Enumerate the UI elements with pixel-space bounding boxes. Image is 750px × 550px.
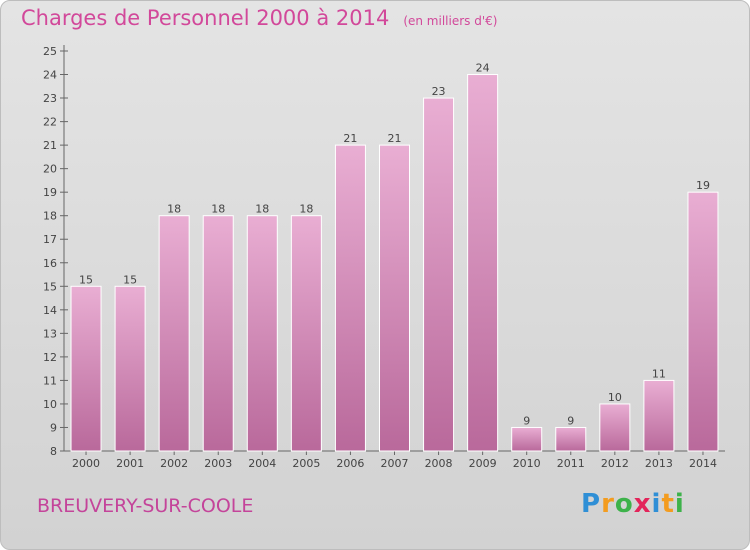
bar xyxy=(643,379,675,452)
logo-letter: t xyxy=(661,489,675,519)
bar xyxy=(511,426,543,452)
x-tick-label: 2011 xyxy=(557,457,585,470)
y-tick-label: 17 xyxy=(43,233,57,246)
y-tick-label: 18 xyxy=(43,210,57,223)
bar xyxy=(423,97,455,452)
bar xyxy=(114,285,146,452)
y-tick-label: 22 xyxy=(43,116,57,129)
logo-letter: o xyxy=(614,489,634,519)
data-label: 18 xyxy=(255,203,269,216)
x-tick-label: 2013 xyxy=(645,457,673,470)
y-tick-label: 23 xyxy=(43,92,57,105)
bar xyxy=(379,144,410,452)
data-labels: 15 15 18 18 18 18 21 21 23 24 9 9 10 11 19 xyxy=(79,62,710,428)
x-tick-label: 2004 xyxy=(248,457,276,470)
data-label: 23 xyxy=(432,85,446,98)
y-tick-label: 9 xyxy=(50,421,57,434)
x-tick-label: 2010 xyxy=(513,457,541,470)
bar xyxy=(555,426,587,452)
data-label: 9 xyxy=(567,414,574,427)
y-tick-label: 19 xyxy=(43,186,57,199)
bar xyxy=(334,144,366,452)
bar xyxy=(202,215,234,452)
chart-title: Charges de Personnel 2000 à 2014 (en mill… xyxy=(21,6,497,30)
logo-letter: i xyxy=(674,489,685,519)
y-tick-label: 16 xyxy=(43,257,57,270)
y-tick-label: 15 xyxy=(43,280,57,293)
y-tick-label: 14 xyxy=(43,304,57,317)
x-tick-label: 2001 xyxy=(116,457,144,470)
x-tick-label: 2014 xyxy=(689,457,717,470)
proxiti-logo: Proxiti xyxy=(581,489,685,519)
logo-letter: i xyxy=(651,489,662,519)
title-text: Charges de Personnel 2000 à 2014 xyxy=(21,6,390,30)
y-tick-label: 13 xyxy=(43,327,57,340)
data-label: 15 xyxy=(123,273,137,286)
data-label: 18 xyxy=(167,203,181,216)
bars xyxy=(70,74,719,452)
data-label: 10 xyxy=(608,391,622,404)
x-tick-label: 2007 xyxy=(381,457,409,470)
y-tick-label: 12 xyxy=(43,351,57,364)
data-label: 18 xyxy=(299,203,313,216)
bar xyxy=(246,215,278,452)
data-label: 15 xyxy=(79,273,93,286)
data-label: 24 xyxy=(476,62,490,75)
bar xyxy=(599,403,631,452)
x-tick-label: 2003 xyxy=(204,457,232,470)
logo-letter: x xyxy=(633,489,652,519)
data-label: 18 xyxy=(211,203,225,216)
axes: 8 9 10 11 12 13 14 15 16 17 18 19 20 21 22 23 24 25 2000 20… xyxy=(43,45,725,470)
data-label: 11 xyxy=(652,367,666,380)
logo-letter: P xyxy=(581,489,602,519)
bar xyxy=(158,215,190,452)
data-label: 21 xyxy=(388,132,402,145)
y-tick-label: 11 xyxy=(43,374,57,387)
x-tick-label: 2012 xyxy=(601,457,629,470)
bar xyxy=(290,215,322,452)
data-label: 9 xyxy=(523,414,530,427)
data-label: 21 xyxy=(343,132,357,145)
bar xyxy=(70,285,102,452)
y-tick-label: 20 xyxy=(43,163,57,176)
bar xyxy=(687,191,719,452)
x-tick-label: 2000 xyxy=(72,457,100,470)
bar xyxy=(467,74,499,452)
x-tick-label: 2008 xyxy=(425,457,453,470)
location-name: BREUVERY-SUR-COOLE xyxy=(37,495,254,517)
title-unit: (en milliers d'€) xyxy=(403,14,498,28)
x-tick-label: 2006 xyxy=(336,457,364,470)
y-tick-label: 10 xyxy=(43,398,57,411)
y-tick-label: 25 xyxy=(43,45,57,58)
data-label: 19 xyxy=(696,179,710,192)
x-tick-label: 2009 xyxy=(469,457,497,470)
x-tick-label: 2005 xyxy=(292,457,320,470)
logo-letter: r xyxy=(601,489,615,519)
x-tick-label: 2002 xyxy=(160,457,188,470)
y-tick-label: 21 xyxy=(43,139,57,152)
y-tick-label: 8 xyxy=(50,445,57,458)
y-tick-label: 24 xyxy=(43,69,57,82)
